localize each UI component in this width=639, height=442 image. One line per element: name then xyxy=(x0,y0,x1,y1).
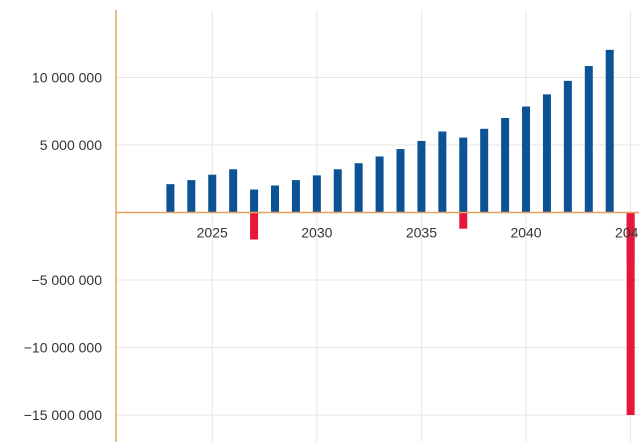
grid-lines xyxy=(116,10,639,442)
bar-series-1-2024 xyxy=(187,180,196,213)
bar-series-1-2039 xyxy=(501,118,510,213)
bar-series-1-2026 xyxy=(229,169,238,213)
bar-series-1-2044 xyxy=(605,49,614,213)
bar-series-1-2042 xyxy=(563,80,572,213)
tick-labels: 2025 2030 2035 2040 2045 10 000 000 5 000 000 −… xyxy=(24,70,639,424)
x-tick-label: 2045 xyxy=(615,225,639,241)
bar-series-1-2023 xyxy=(166,184,175,213)
bar-series-2-2027 xyxy=(250,212,259,240)
bar-series-2-2045 xyxy=(626,212,635,415)
y-tick-label: 10 000 000 xyxy=(32,70,102,86)
y-tick-label: 5 000 000 xyxy=(40,137,102,153)
bar-series-1-2036 xyxy=(438,131,447,213)
bar-series-1-2040 xyxy=(522,106,531,213)
bars xyxy=(166,49,635,415)
bar-series-1-2043 xyxy=(584,66,593,213)
y-tick-label: −5 000 000 xyxy=(32,272,103,288)
bar-series-1-2032 xyxy=(354,163,363,213)
y-tick-label: −10 000 000 xyxy=(24,340,102,356)
bar-series-1-2041 xyxy=(542,94,551,213)
bar-series-1-2038 xyxy=(480,128,489,213)
x-tick-label: 2025 xyxy=(197,225,228,241)
bar-series-2-2037 xyxy=(459,212,468,229)
bar-series-1-2035 xyxy=(417,140,426,213)
bar-series-1-2027 xyxy=(250,189,259,213)
bar-series-1-2034 xyxy=(396,149,405,213)
x-tick-label: 2035 xyxy=(406,225,437,241)
bar-series-1-2031 xyxy=(333,169,342,213)
x-tick-label: 2040 xyxy=(510,225,541,241)
bar-series-1-2028 xyxy=(270,185,279,213)
bar-series-1-2025 xyxy=(208,174,217,213)
bar-series-1-2029 xyxy=(291,180,300,213)
bar-series-1-2033 xyxy=(375,156,384,213)
x-tick-label: 2030 xyxy=(301,225,332,241)
bar-series-1-2037 xyxy=(459,137,468,213)
axes xyxy=(115,10,639,442)
y-tick-label: −15 000 000 xyxy=(24,407,102,423)
bar-series-1-2030 xyxy=(312,175,321,213)
